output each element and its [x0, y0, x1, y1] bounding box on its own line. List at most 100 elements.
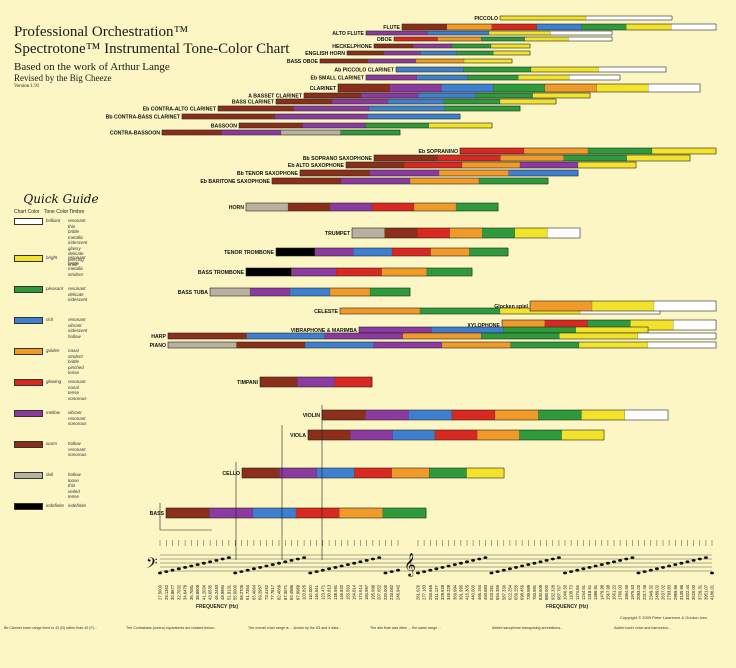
range-seg-glowing [393, 36, 439, 42]
freq-right-note [599, 563, 604, 566]
range-seg-warm [271, 177, 342, 185]
strings-bracket [159, 405, 323, 560]
version-label: Version 1.91 [14, 84, 40, 89]
freq-left-note [333, 566, 338, 569]
freq-left-note [314, 570, 319, 573]
range-seg-bright [493, 50, 531, 56]
guide-row-warm: warm hollow resonant sonorous [14, 441, 108, 469]
range-seg-warm [373, 154, 438, 162]
freq-left-note [270, 563, 275, 566]
range-seg-pleasant [581, 23, 627, 31]
range-seg-glowing [336, 267, 382, 277]
instrument-label: ENGLISH HORN [305, 51, 345, 57]
bass-clef-icon: 𝄢 [146, 555, 158, 576]
instrument-label: PICCOLO [474, 16, 498, 22]
range-seg-brilliant [568, 36, 613, 42]
guide-header-chart-color: Chart Color [14, 209, 40, 215]
range-seg-brilliant [547, 227, 581, 239]
freq-right-note [605, 561, 610, 565]
range-seg-pleasant [587, 147, 653, 155]
freq-left-note [183, 566, 188, 569]
range-seg-golden [544, 83, 598, 93]
range-seg-bright [578, 341, 648, 349]
instrument-label: Eb ALTO SAXOPHONE [288, 163, 345, 169]
range-seg-golden [500, 154, 564, 162]
instrument-label: BASSOON [211, 124, 237, 130]
range-seg-dull [351, 227, 386, 239]
range-bar [167, 332, 717, 340]
range-seg-golden [339, 507, 383, 519]
range-seg-pleasant [369, 287, 411, 297]
freq-right-note [679, 561, 684, 565]
guide-swatch-mellow [14, 410, 43, 417]
guide-row-mellow: mellow vibrant resonant sonorous [14, 410, 108, 438]
freq-right-tick-label: 1244.51 [581, 584, 586, 600]
freq-right-tick-label: 1760.00 [618, 584, 623, 600]
instrument-label: XYLOPHONE [467, 323, 500, 329]
range-seg-glowing [451, 409, 496, 421]
freq-right-note [667, 564, 672, 568]
freq-left-tick-label: 116.541 [314, 585, 319, 600]
freq-right-tick-label: 2959.96 [673, 584, 678, 600]
freq-left-tick-label: 233.082 [389, 584, 394, 600]
freq-right-tick-label: 4186.01 [710, 584, 715, 600]
range-seg-rich [246, 332, 326, 340]
freq-right-tick-label: 1864.66 [624, 584, 629, 600]
range-seg-pleasant [451, 43, 492, 49]
footnote-2: The Contrabass (contra) equivalents are … [126, 626, 217, 630]
range-seg-mellow [369, 169, 440, 177]
range-bar [209, 287, 411, 297]
guide-swatch-indefinite [14, 503, 43, 510]
freq-left-note [251, 567, 256, 571]
range-seg-mellow [297, 376, 335, 388]
freq-left-note [389, 570, 394, 573]
range-seg-glowing [354, 467, 393, 479]
range-seg-rich [367, 113, 461, 120]
freq-right-note [520, 564, 525, 568]
range-seg-rich [316, 467, 355, 479]
guide-tone-mellow: mellow [46, 410, 61, 415]
freq-left-tick-label: 174.614 [358, 584, 363, 600]
freq-right-note [569, 570, 574, 573]
guide-timbre-rich: resonant vibrant iridescent hollow [68, 317, 88, 339]
guide-tone-rich: rich [46, 317, 54, 322]
range-seg-pleasant [340, 129, 401, 136]
range-seg-mellow [383, 50, 421, 56]
guide-timbre-brilliant: resonant thin brittle metallic iridescen… [68, 218, 88, 267]
range-seg-glowing [391, 247, 432, 257]
range-seg-pleasant [538, 409, 582, 421]
freq-left-note [214, 559, 219, 562]
range-seg-golden [409, 177, 480, 185]
range-seg-warm [319, 58, 369, 64]
range-seg-pleasant [455, 202, 499, 212]
range-bar [275, 247, 509, 257]
freq-left-tick-label: 184.997 [364, 584, 369, 600]
guide-swatch-golden [14, 348, 43, 355]
instrument-label: Eb BARITONE SAXOPHONE [200, 179, 270, 185]
range-seg-pleasant [426, 267, 473, 277]
range-bar [346, 50, 531, 56]
freq-left-tick-label: 123.471 [320, 584, 325, 600]
guide-row-indefinite: indefinite indefinite [14, 503, 108, 531]
footnote-5: Added saxophone transposing annotations.… [492, 626, 564, 630]
freq-right-note [593, 564, 598, 568]
freq-right-note [575, 568, 580, 572]
freq-right-tick-label: 1396.91 [593, 584, 598, 600]
range-seg-brilliant [648, 83, 701, 93]
range-seg-rich [420, 50, 458, 56]
instrument-label: VIOLIN [303, 413, 321, 419]
freq-left-tick-label: 29.1352 [164, 584, 169, 600]
guide-swatch-rich [14, 317, 43, 324]
freq-right-tick-label: 1975.53 [630, 584, 635, 600]
freq-left-note [320, 568, 325, 572]
freq-left-note [164, 570, 169, 573]
range-seg-golden [430, 247, 470, 257]
freq-right-note [618, 559, 623, 562]
range-seg-bright [490, 43, 531, 49]
guide-header-timbre: Timbre [69, 209, 85, 215]
freq-left-note [308, 571, 313, 575]
range-seg-mellow [293, 105, 370, 112]
freq-right-tick-label: 311.127 [434, 585, 439, 600]
range-seg-mellow [519, 161, 579, 169]
